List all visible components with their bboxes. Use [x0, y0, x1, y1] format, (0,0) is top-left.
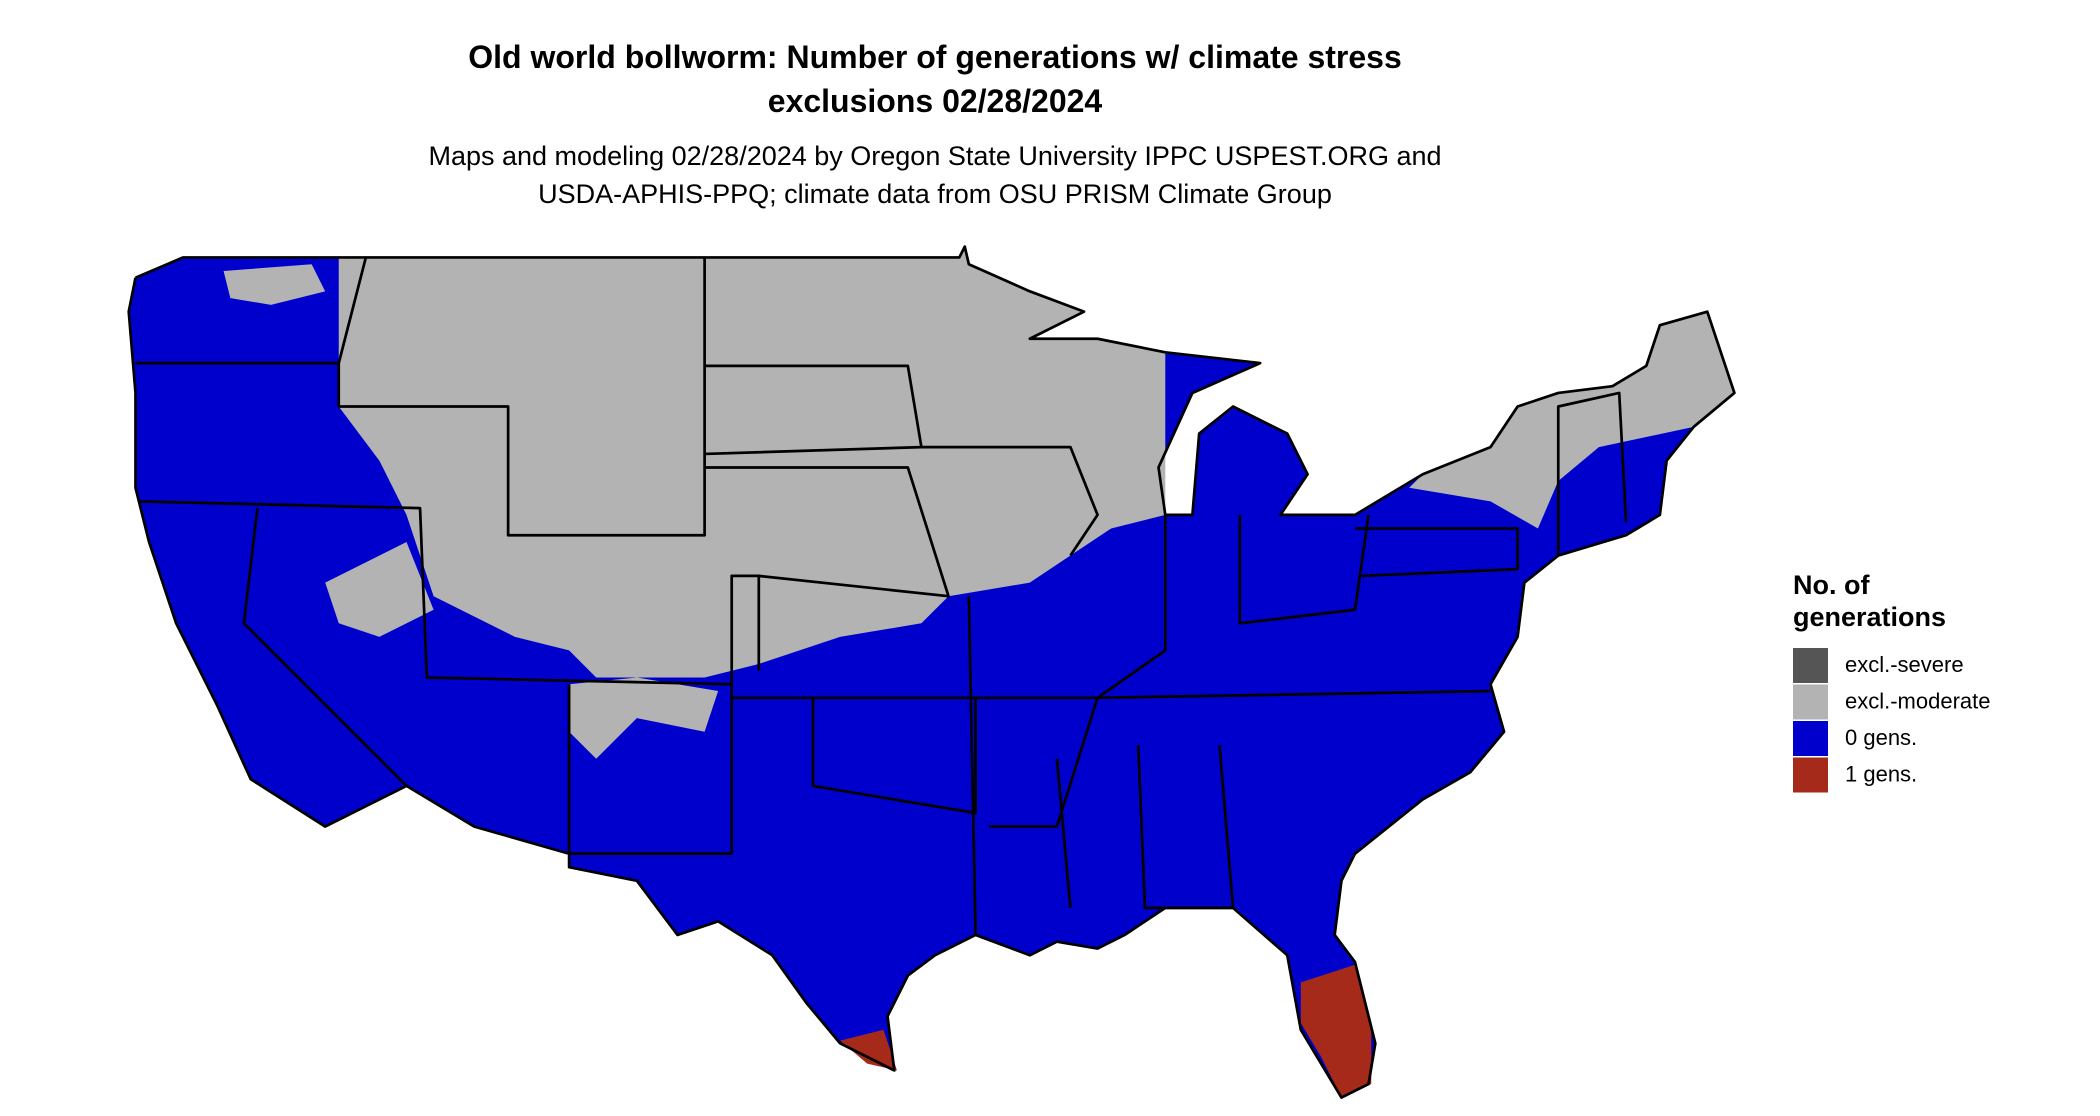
legend-label: 1 gens.	[1845, 761, 1917, 786]
state-borders	[135, 257, 1628, 935]
region-excl-moderate	[1409, 311, 1735, 529]
legend-title: No. of	[1793, 570, 1870, 600]
legend-label: 0 gens.	[1845, 725, 1917, 750]
legend-swatch	[1793, 721, 1828, 756]
legend-swatch	[1793, 648, 1828, 683]
map	[127, 245, 1736, 1099]
region-excl-moderate	[325, 542, 434, 637]
outline	[127, 245, 1736, 1099]
title-line: Old world bollworm: Number of generation…	[468, 39, 1402, 75]
legend-swatch	[1793, 684, 1828, 720]
legend: excl.-severe excl.-moderate 0 gens. 1 gens.	[1793, 648, 1991, 793]
subtitle-line: USDA-APHIS-PPQ; climate data from OSU PR…	[538, 179, 1332, 209]
legend-label: excl.-moderate	[1845, 688, 1991, 713]
subtitle-line: Maps and modeling 02/28/2024 by Oregon S…	[428, 141, 1441, 171]
legend-label: excl.-severe	[1845, 652, 1964, 677]
region-excl-moderate	[338, 246, 1166, 678]
legend-swatch	[1793, 757, 1828, 793]
region-excl-moderate	[569, 677, 719, 759]
title-line: exclusions 02/28/2024	[768, 83, 1103, 119]
region-1-gens	[840, 1029, 898, 1071]
region-excl-moderate	[223, 264, 326, 305]
region-1-gens	[1300, 964, 1372, 1098]
legend-title: generations	[1793, 602, 1946, 632]
